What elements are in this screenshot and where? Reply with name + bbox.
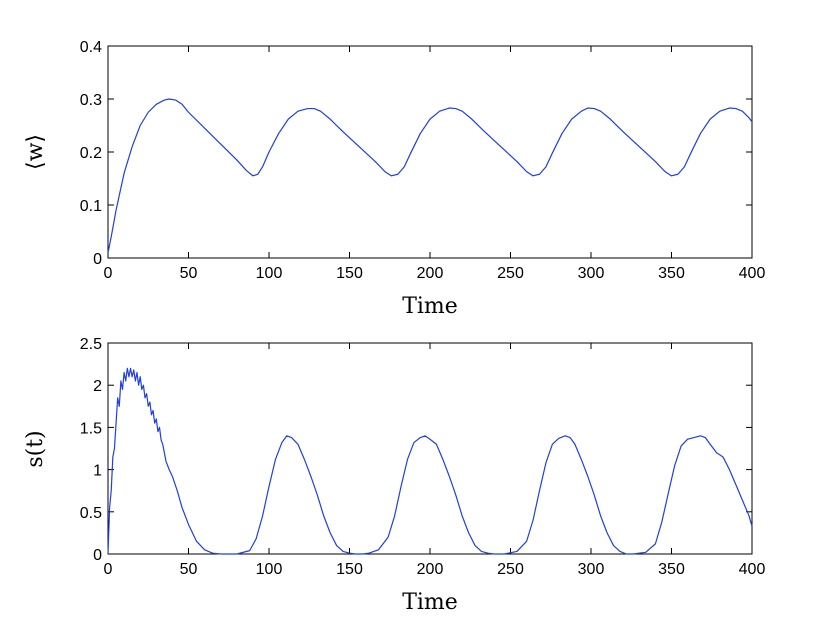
- x-tick-label: 100: [256, 561, 283, 578]
- x-axis-title: Time: [402, 590, 458, 615]
- bottom-panel: 0 50 100 150 200 250 300 350 400 0 0.5 1 1.5 2 2.5 Time…: [23, 336, 765, 615]
- x-tick-label: 0: [104, 561, 113, 578]
- x-tick-label: 350: [658, 265, 685, 282]
- x-tick-label: 0: [104, 265, 113, 282]
- x-tick-label: 300: [578, 265, 605, 282]
- y-tick-label: 0.1: [80, 198, 102, 215]
- top-panel: 0 50 100 150 200 250 300 350 400 0 0.1 0.2 0.3 0.4 Tim…: [23, 39, 765, 319]
- x-axis-title: Time: [402, 294, 458, 319]
- y-axis-title: s(t): [23, 430, 48, 467]
- y-tick-label: 1: [93, 463, 102, 480]
- x-tick-label: 250: [497, 265, 524, 282]
- series-line: [107, 98, 753, 253]
- x-tick-label: 100: [256, 265, 283, 282]
- x-tick-label: 300: [578, 561, 605, 578]
- series-line: [107, 367, 753, 555]
- y-axis-title: ⟨w⟩: [23, 134, 48, 170]
- y-tick-label: 1.5: [80, 420, 102, 437]
- y-tick-label: 0: [93, 251, 102, 268]
- axes-box: [107, 342, 753, 555]
- x-tick-label: 50: [180, 265, 198, 282]
- x-tick-label: 150: [336, 265, 363, 282]
- y-tick-label: 0: [93, 547, 102, 564]
- y-tick-label: 0.4: [80, 39, 102, 56]
- y-tick-label: 0.5: [80, 505, 102, 522]
- x-tick-label: 150: [336, 561, 363, 578]
- x-tick-label: 400: [739, 265, 766, 282]
- axes-box: [107, 45, 753, 259]
- y-tick-label: 0.2: [80, 145, 102, 162]
- x-tick-label: 250: [497, 561, 524, 578]
- x-tick-label: 200: [417, 561, 444, 578]
- x-tick-label: 50: [180, 561, 198, 578]
- y-tick-label: 2: [93, 378, 102, 395]
- y-tick-label: 0.3: [80, 92, 102, 109]
- x-tick-label: 200: [417, 265, 444, 282]
- y-tick-label: 2.5: [80, 336, 102, 353]
- x-tick-label: 350: [658, 561, 685, 578]
- x-tick-label: 400: [739, 561, 766, 578]
